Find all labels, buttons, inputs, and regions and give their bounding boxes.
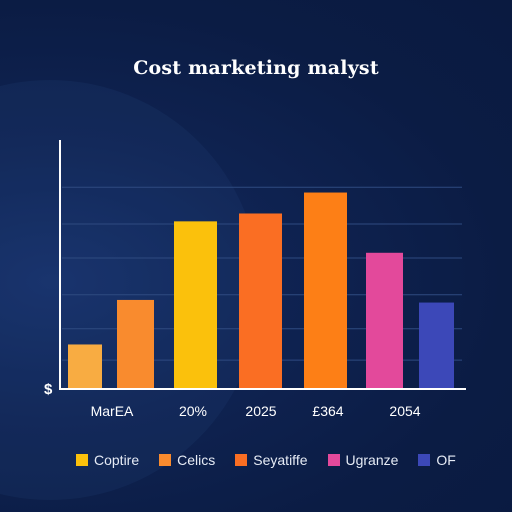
- bar-6: [366, 252, 403, 389]
- legend-item: Seyatiffe: [235, 452, 308, 468]
- x-tick-label: £364: [312, 403, 343, 419]
- chart-title: Cost marketing malyst: [133, 57, 379, 79]
- legend-swatch: [235, 454, 248, 466]
- legend: Coptire Celics Seyatiffe Ugranze OF: [76, 452, 456, 468]
- bar-1: [68, 344, 102, 389]
- legend-item: Ugranze: [327, 452, 399, 468]
- legend-label: Seyatiffe: [253, 452, 308, 468]
- legend-label: Celics: [177, 452, 216, 468]
- legend-swatch: [159, 454, 172, 466]
- legend-swatch: [327, 454, 340, 466]
- legend-swatch: [418, 454, 431, 466]
- x-tick-labels: MarEA 20% 2025 £364 2054: [91, 403, 421, 419]
- bars: [68, 192, 454, 389]
- legend-swatch: [76, 454, 88, 466]
- legend-label: Coptire: [94, 452, 140, 468]
- legend-label: OF: [436, 452, 456, 468]
- x-tick-label: 2054: [389, 403, 420, 419]
- x-tick-label: 20%: [179, 403, 207, 419]
- bar-3: [174, 221, 217, 389]
- bar-5: [304, 192, 347, 389]
- y-axis-symbol: $: [44, 381, 53, 398]
- bar-2: [117, 299, 154, 389]
- bar-4: [239, 213, 282, 389]
- legend-item: Coptire: [76, 452, 139, 468]
- x-tick-label: 2025: [245, 403, 276, 419]
- legend-item: Celics: [159, 452, 215, 468]
- x-tick-label: MarEA: [91, 403, 134, 419]
- legend-item: OF: [418, 452, 456, 468]
- legend-label: Ugranze: [345, 452, 399, 468]
- bar-7: [419, 302, 454, 389]
